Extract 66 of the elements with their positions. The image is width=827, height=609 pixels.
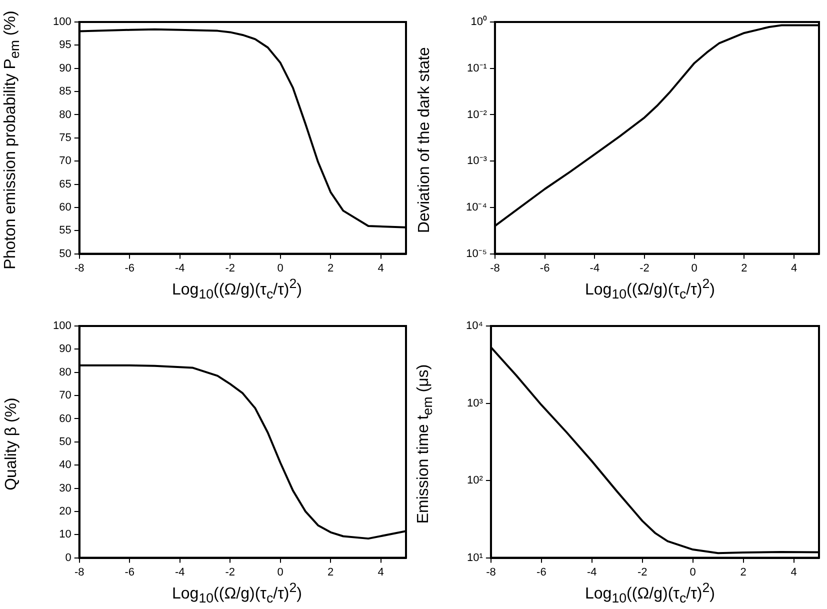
x-tick-label: 4 (790, 566, 797, 578)
y-tick-label: 60 (59, 412, 72, 425)
y-tick-label: 30 (59, 482, 72, 494)
x-axis-title: Log$_{10}$((Ω/g)(τ$_{c}$/τ)$^{2}$) (171, 579, 303, 608)
x-tick-label: 0 (690, 566, 696, 578)
x-tick-label: 4 (791, 262, 798, 274)
y-tick-label: 50 (59, 436, 72, 448)
x-tick-label: -4 (587, 566, 597, 578)
y-tick-label: 0 (65, 552, 72, 564)
y-tick-label: 55 (59, 224, 72, 237)
y-tick-label: 10⁻⁵ (466, 248, 487, 260)
y-tick-label: 70 (59, 155, 72, 168)
x-tick-label: -8 (74, 262, 84, 274)
x-tick-label: 2 (740, 566, 746, 578)
x-tick-label: -6 (124, 262, 134, 274)
x-tick-label: 4 (378, 262, 384, 274)
x-axis-title: Log$_{10}$((Ω/g)(τ$_{c}$/τ)$^{2}$) (584, 579, 716, 608)
y-tick-label: 40 (59, 459, 72, 472)
x-axis-title: Log$_{10}$((Ω/g)(τ$_{c}$/τ)$^{2}$) (171, 275, 303, 304)
y-tick-label: 80 (59, 108, 72, 121)
x-tick-label: 0 (277, 566, 284, 578)
x-tick-label: 2 (741, 262, 748, 274)
y-axis-title: Deviation of the dark state (416, 47, 434, 233)
y-tick-label: 10⁴ (466, 320, 484, 332)
y-tick-label: 80 (59, 366, 72, 378)
x-tick-label: -8 (486, 566, 496, 578)
y-tick-label: 10⁻⁴ (466, 201, 488, 214)
x-tick-label: 0 (277, 262, 284, 274)
y-tick-label: 20 (59, 505, 72, 518)
y-tick-label: 95 (59, 39, 72, 52)
y-tick-label: 10 (59, 528, 72, 541)
y-tick-label: 10⁻¹ (467, 62, 488, 74)
x-tick-label: -6 (540, 262, 550, 274)
y-tick-label: 90 (59, 62, 72, 74)
y-tick-label: 65 (59, 178, 72, 190)
y-axis-title: Quality β (%) (3, 398, 21, 490)
x-tick-label: 0 (691, 262, 698, 274)
x-tick-label: 2 (328, 566, 334, 578)
y-tick-label: 10⁻³ (467, 155, 488, 168)
x-tick-label: -2 (640, 262, 650, 274)
y-tick-label: 10⁻² (467, 108, 488, 121)
x-tick-label: -2 (225, 566, 236, 578)
x-tick-label: -4 (174, 566, 185, 578)
y-tick-label: 100 (52, 16, 72, 28)
y-tick-label: 90 (59, 343, 72, 356)
y-tick-label: 60 (59, 201, 72, 214)
x-tick-label: -8 (74, 566, 84, 578)
x-tick-label: -2 (637, 566, 648, 578)
x-tick-label: -4 (590, 262, 600, 274)
y-tick-label: 75 (59, 132, 72, 144)
y-tick-label: 50 (59, 248, 72, 260)
x-tick-label: -6 (536, 566, 546, 578)
x-tick-label: -4 (174, 262, 185, 274)
y-tick-label: 85 (59, 86, 72, 98)
x-tick-label: -8 (490, 262, 500, 274)
y-tick-label: 10¹ (467, 552, 484, 564)
x-tick-label: 4 (378, 566, 384, 578)
x-tick-label: -6 (124, 566, 134, 578)
x-tick-label: 2 (328, 262, 334, 274)
x-axis-title: Log$_{10}$((Ω/g)(τ$_{c}$/τ)$^{2}$) (584, 275, 716, 304)
y-tick-label: 10² (467, 474, 484, 487)
y-tick-label: 100 (52, 320, 72, 332)
y-tick-label: 10⁰ (470, 15, 487, 28)
y-tick-label: 10³ (467, 397, 484, 410)
y-tick-label: 70 (59, 390, 72, 402)
x-tick-label: -2 (225, 262, 236, 274)
